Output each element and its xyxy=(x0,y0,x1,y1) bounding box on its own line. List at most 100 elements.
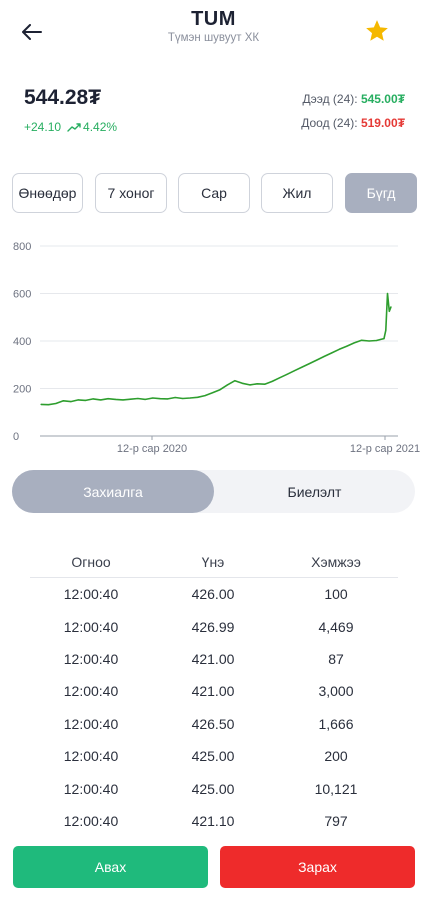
period-all-button[interactable]: Бүгд xyxy=(345,173,417,213)
data-point xyxy=(323,355,325,357)
cell-quantity: 797 xyxy=(324,812,348,829)
cell-price: 426.99 xyxy=(191,618,235,635)
data-point xyxy=(293,370,296,372)
low-value: 519.00₮ xyxy=(360,116,405,130)
cell-time: 12:00:40 xyxy=(63,618,119,635)
y-tick-label: 400 xyxy=(13,336,31,348)
high-low-block: Дээд (24): 545.00₮ Доод (24): 519.00₮ xyxy=(301,91,405,139)
cell-quantity: 200 xyxy=(324,748,348,765)
buy-button[interactable]: Авах xyxy=(13,846,208,888)
data-point xyxy=(189,397,191,399)
period-year-button[interactable]: Жил xyxy=(261,173,333,213)
x-tick-label: 12-р сар 2021 xyxy=(350,443,420,455)
x-tick-label: 12-р сар 2020 xyxy=(117,443,187,455)
trend-up-icon xyxy=(67,123,81,132)
tab-executed[interactable]: Биелэлт xyxy=(287,483,342,500)
cell-quantity: 3,000 xyxy=(318,683,354,700)
low-label: Доод (24): xyxy=(301,116,358,130)
price-change: +24.10 4.42% xyxy=(24,120,117,134)
low-row: Доод (24): 519.00₮ xyxy=(301,115,405,139)
data-point xyxy=(159,398,161,400)
orders-table: Огноо Үнэ Хэмжээ 12:00:40 426.00 100 12:… xyxy=(30,546,398,837)
cell-time: 12:00:40 xyxy=(63,812,119,829)
cell-quantity: 10,121 xyxy=(314,780,358,797)
data-point xyxy=(100,399,102,401)
data-point xyxy=(388,310,390,312)
period-today-button[interactable]: Өнөөдөр xyxy=(12,173,83,213)
data-point xyxy=(197,396,199,398)
cell-price: 421.00 xyxy=(191,650,235,667)
arrow-left-icon xyxy=(22,24,42,40)
data-point xyxy=(92,398,94,400)
data-point xyxy=(346,345,348,347)
y-tick-label: 200 xyxy=(13,384,31,396)
data-point xyxy=(115,398,117,400)
table-row: 12:00:40 421.00 87 xyxy=(30,643,398,675)
tab-orders[interactable]: Захиалга xyxy=(12,470,214,513)
data-point xyxy=(316,359,318,361)
data-point xyxy=(375,339,378,342)
data-point xyxy=(383,338,385,340)
data-point xyxy=(390,306,392,308)
cell-quantity: 100 xyxy=(324,586,348,603)
table-row: 12:00:40 421.00 3,000 xyxy=(30,675,398,707)
cell-time: 12:00:40 xyxy=(63,748,119,765)
data-point xyxy=(249,384,251,386)
table-row: 12:00:40 426.99 4,469 xyxy=(30,610,398,642)
data-point xyxy=(368,340,370,342)
cell-time: 12:00:40 xyxy=(63,683,119,700)
data-point xyxy=(338,348,340,350)
cell-time: 12:00:40 xyxy=(63,715,119,732)
data-point xyxy=(264,383,266,385)
cell-price: 426.50 xyxy=(191,715,235,732)
app-header: TUM Түмэн шувуут ХК xyxy=(0,0,427,62)
high-row: Дээд (24): 545.00₮ xyxy=(301,91,405,115)
cell-quantity: 87 xyxy=(328,650,344,667)
data-point xyxy=(301,366,303,368)
cell-price: 426.00 xyxy=(191,586,235,603)
change-percent: 4.42% xyxy=(83,120,118,134)
period-selector: Өнөөдөр 7 хоног Сар Жил Бүгд xyxy=(12,173,417,213)
data-point xyxy=(144,398,146,400)
cell-price: 425.00 xyxy=(191,780,235,797)
data-point xyxy=(182,397,184,400)
high-label: Дээд (24): xyxy=(302,92,358,106)
period-week-button[interactable]: 7 хоног xyxy=(95,173,167,213)
cell-time: 12:00:40 xyxy=(63,780,119,797)
table-row: 12:00:40 421.10 797 xyxy=(30,805,398,837)
company-name: Түмэн шувуут ХК xyxy=(167,32,260,44)
table-header: Огноо Үнэ Хэмжээ xyxy=(30,546,398,578)
current-price: 544.28₮ xyxy=(24,86,102,109)
data-point xyxy=(85,399,87,401)
star-icon xyxy=(366,20,388,41)
data-point xyxy=(137,397,139,400)
data-point xyxy=(241,382,243,384)
sell-button[interactable]: Зарах xyxy=(220,846,415,888)
data-point xyxy=(47,404,50,406)
data-point xyxy=(40,403,42,405)
data-point xyxy=(219,389,221,391)
cell-price: 421.10 xyxy=(191,812,235,829)
data-point xyxy=(271,380,273,382)
back-button[interactable] xyxy=(18,18,46,46)
data-point xyxy=(70,401,72,403)
data-point xyxy=(129,398,132,400)
cell-time: 12:00:40 xyxy=(63,650,119,667)
data-point xyxy=(62,400,64,402)
favorite-button[interactable] xyxy=(364,18,392,46)
header-quantity: Хэмжээ xyxy=(311,554,361,570)
y-tick-label: 600 xyxy=(13,289,31,301)
price-chart-svg: 0 200 400 600 800 12-р сар 2020 12-р сар 2021 xyxy=(13,241,420,455)
header-price: Үнэ xyxy=(201,554,225,570)
data-point xyxy=(331,352,333,354)
high-value: 545.00₮ xyxy=(360,92,405,106)
data-point xyxy=(386,292,389,295)
period-month-button[interactable]: Сар xyxy=(178,173,250,213)
title-block: TUM Түмэн шувуут ХК xyxy=(0,8,427,44)
data-point xyxy=(353,342,355,344)
data-point xyxy=(286,373,288,375)
data-point xyxy=(361,339,363,341)
data-point xyxy=(204,395,206,397)
data-point xyxy=(77,399,79,401)
y-tick-label: 800 xyxy=(13,241,31,253)
